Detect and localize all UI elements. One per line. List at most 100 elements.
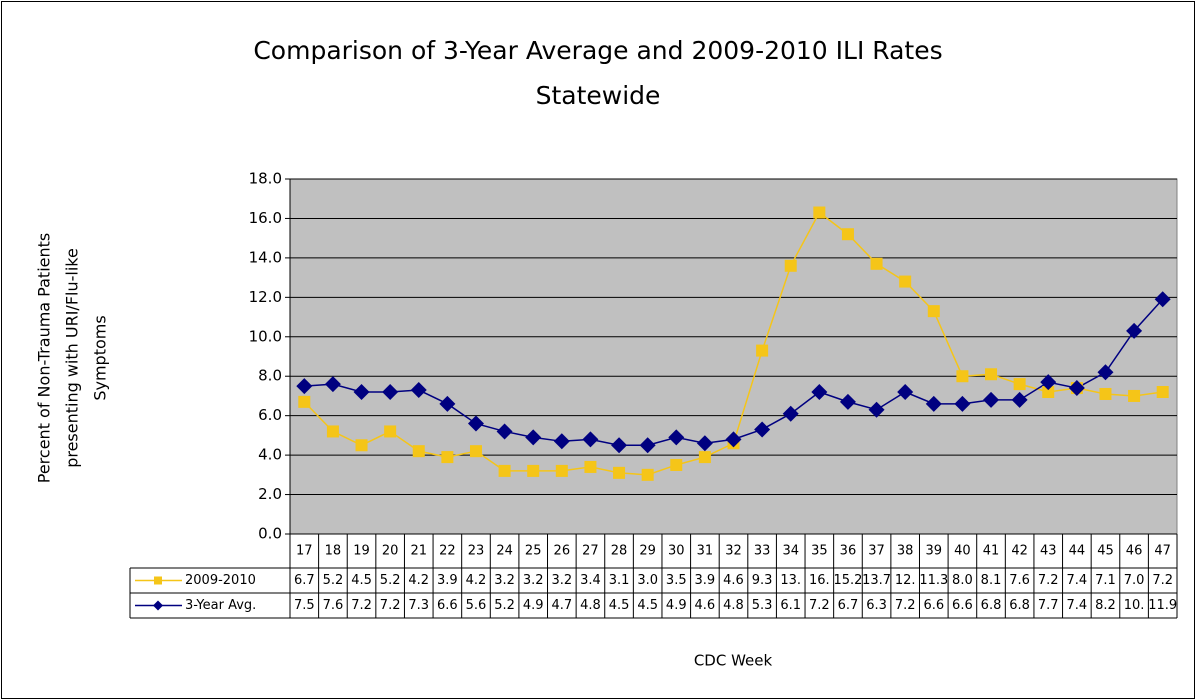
- data-point: [326, 425, 339, 438]
- data-label: 4.2: [408, 573, 429, 588]
- y-tick-label: 18.0: [249, 170, 282, 188]
- data-point: [811, 384, 828, 400]
- data-point: [439, 395, 456, 412]
- data-point: [555, 464, 568, 477]
- data-label: 5.2: [494, 598, 515, 613]
- x-tick-label: 20: [382, 544, 399, 559]
- data-label: 8.1: [981, 573, 1002, 588]
- data-point: [868, 401, 885, 418]
- data-label: 8.0: [952, 573, 973, 588]
- data-point: [1013, 378, 1026, 391]
- data-point: [839, 393, 856, 410]
- data-label: 3.0: [637, 573, 658, 588]
- x-tick-label: 36: [840, 544, 857, 559]
- x-tick-label: 18: [325, 544, 342, 559]
- data-label: 6.7: [838, 598, 859, 613]
- data-point: [927, 305, 940, 318]
- data-label: 6.6: [437, 598, 458, 613]
- data-point: [613, 466, 626, 479]
- y-tick-label: 8.0: [258, 367, 282, 385]
- data-label: 11.3: [919, 573, 948, 588]
- data-point: [582, 431, 599, 448]
- data-point: [1099, 387, 1112, 400]
- data-label: 6.8: [981, 598, 1002, 613]
- data-label: 5.2: [380, 573, 401, 588]
- x-tick-label: 41: [983, 544, 1000, 559]
- x-tick-label: 30: [668, 544, 685, 559]
- data-label: 7.2: [351, 598, 372, 613]
- data-point: [1126, 322, 1143, 339]
- data-label: 3.2: [551, 573, 572, 588]
- data-label: 7.4: [1067, 598, 1088, 613]
- x-tick-label: 25: [525, 544, 542, 559]
- data-label: 13.7: [862, 573, 891, 588]
- data-point: [553, 433, 570, 450]
- data-point: [698, 451, 711, 464]
- data-point: [527, 464, 540, 477]
- y-axis-label: Percent of Non-Trauma Patients: [35, 233, 54, 483]
- data-label: 6.6: [923, 598, 944, 613]
- x-tick-label: 22: [439, 544, 456, 559]
- data-point: [1156, 386, 1169, 398]
- data-label: 7.2: [809, 598, 830, 613]
- data-label: 4.5: [351, 573, 372, 588]
- x-tick-label: 38: [897, 544, 914, 559]
- data-label: 16.: [809, 573, 830, 588]
- chart-title: Comparison of 3-Year Average and 2009-20…: [253, 36, 942, 65]
- data-point: [899, 275, 912, 288]
- x-tick-label: 39: [926, 544, 943, 559]
- x-axis-label: CDC Week: [694, 652, 773, 670]
- data-label: 3.9: [437, 573, 458, 588]
- data-label: 7.2: [1038, 573, 1059, 588]
- data-point: [841, 228, 854, 241]
- data-label: 6.1: [780, 598, 801, 613]
- data-point: [355, 439, 368, 452]
- data-label: 4.5: [637, 598, 658, 613]
- data-label: 7.1: [1095, 573, 1116, 588]
- data-label: 3.1: [609, 573, 630, 588]
- data-point: [1042, 386, 1055, 398]
- x-tick-label: 34: [782, 544, 799, 559]
- y-tick-label: 14.0: [249, 248, 282, 266]
- data-point: [983, 391, 1000, 408]
- data-point: [296, 378, 313, 395]
- x-tick-label: 37: [868, 544, 885, 559]
- data-label: 7.4: [1067, 573, 1088, 588]
- data-label: 4.8: [580, 598, 601, 613]
- x-tick-label: 44: [1069, 544, 1086, 559]
- y-tick-label: 2.0: [258, 485, 282, 503]
- y-tick-label: 16.0: [249, 209, 282, 227]
- data-point: [756, 344, 769, 357]
- data-label: 4.9: [523, 598, 544, 613]
- data-point: [696, 435, 713, 452]
- data-point: [985, 368, 998, 381]
- data-label: 7.7: [1038, 598, 1059, 613]
- data-label: 4.9: [666, 598, 687, 613]
- data-point: [1011, 391, 1028, 408]
- data-label: 4.8: [723, 598, 744, 613]
- data-label: 7.5: [294, 598, 315, 613]
- data-point: [1068, 380, 1085, 397]
- x-tick-label: 27: [582, 544, 599, 559]
- data-label: 4.6: [695, 598, 716, 613]
- data-point: [641, 468, 654, 481]
- x-tick-label: 24: [496, 544, 513, 559]
- data-point: [611, 437, 628, 454]
- y-tick-label: 4.0: [258, 446, 282, 464]
- data-label: 4.2: [466, 573, 487, 588]
- legend-swatch: [153, 600, 163, 611]
- data-label: 6.6: [952, 598, 973, 613]
- data-point: [525, 429, 542, 446]
- data-point: [813, 206, 826, 219]
- plot-area: [289, 178, 1178, 535]
- data-label: 12.: [895, 573, 916, 588]
- y-axis-label: Symptoms: [91, 315, 110, 400]
- data-point: [668, 429, 685, 446]
- data-label: 3.2: [494, 573, 515, 588]
- data-label: 9.3: [752, 573, 773, 588]
- x-tick-label: 26: [554, 544, 571, 559]
- data-point: [670, 458, 683, 471]
- data-point: [639, 437, 656, 454]
- data-label: 10.: [1124, 598, 1145, 613]
